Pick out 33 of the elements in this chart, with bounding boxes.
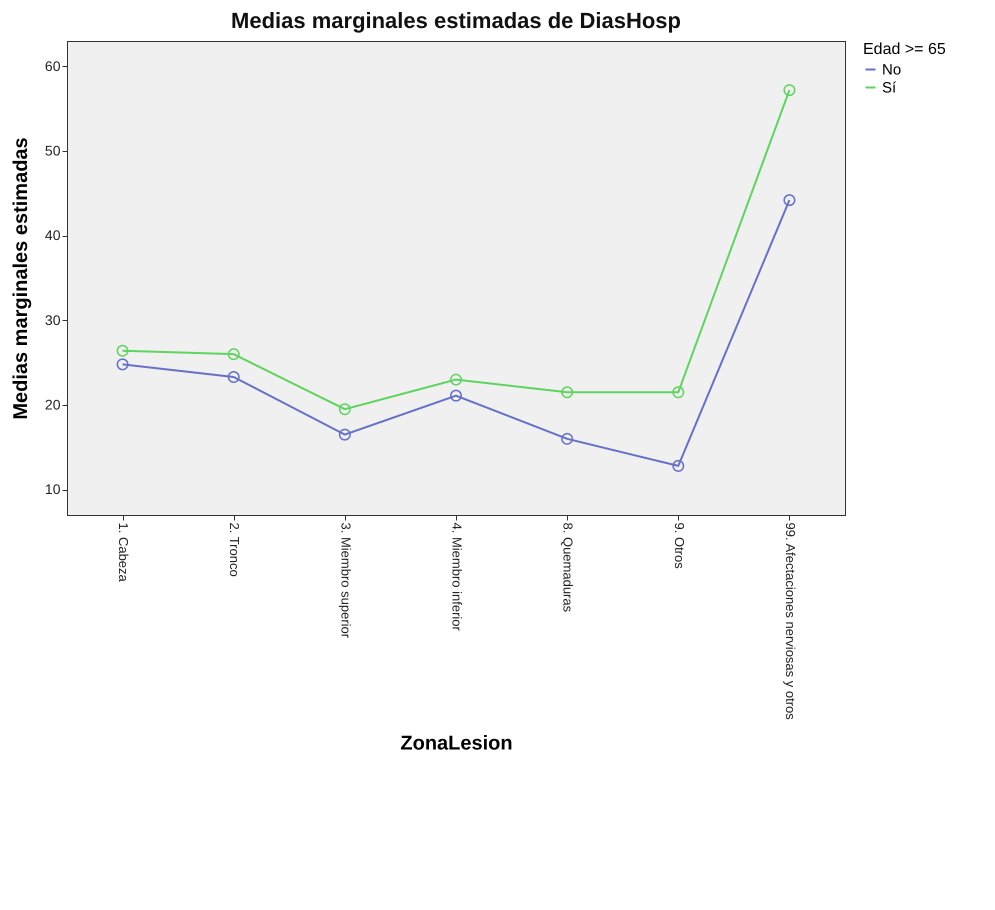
point (338, 428, 351, 441)
y-tick-label: 10 (44, 481, 61, 498)
x-tick-label: 3. Miembro superior (338, 522, 354, 639)
point (450, 390, 462, 402)
point (228, 371, 240, 384)
x-tick-label: 9. Otros (672, 522, 687, 570)
y-axis-title: Medias marginales estimadas (10, 137, 32, 420)
point (228, 348, 240, 360)
legend-label: Sí (882, 80, 898, 96)
legend-title: Edad >= 65 (863, 41, 946, 58)
point (561, 432, 574, 445)
legend-label: No (882, 62, 902, 78)
y-tick-label: 20 (44, 396, 61, 412)
y-tick-label: 60 (44, 58, 61, 74)
chart-title: Medias marginales estimadas de DiasHosp (231, 8, 681, 33)
x-axis-title: ZonaLesion (400, 732, 513, 754)
point (450, 374, 462, 386)
x-tick-label: 99. Afectaciones nerviosas y otros (782, 522, 798, 720)
y-tick-label: 30 (44, 312, 61, 328)
point (116, 358, 129, 370)
point (672, 460, 684, 472)
point (561, 386, 574, 398)
point (672, 386, 684, 398)
x-tick-label: 8. Quemaduras (560, 522, 576, 613)
point (783, 194, 796, 206)
y-tick-label: 40 (44, 227, 61, 244)
point (116, 344, 129, 357)
y-tick-label: 50 (44, 142, 61, 159)
point (338, 403, 351, 416)
x-tick-label: 1. Cabeza (116, 522, 132, 583)
x-tick-label: 2. Tronco (227, 522, 242, 577)
x-tick-label: 4. Miembro inferior (450, 522, 464, 632)
point (783, 84, 796, 96)
